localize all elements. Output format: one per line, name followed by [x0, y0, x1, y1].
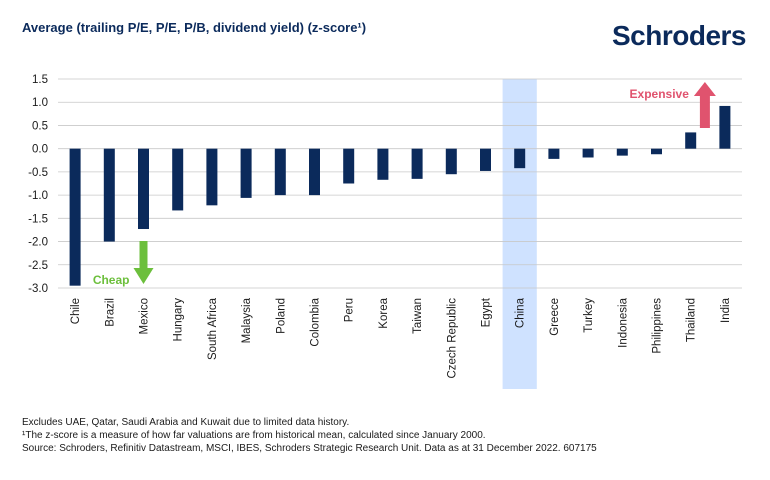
- bar: [377, 148, 389, 180]
- x-tick-label: Philippines: [652, 298, 664, 354]
- x-tick-label: Peru: [344, 298, 356, 322]
- schroders-logo: Schroders: [612, 20, 747, 51]
- bar: [103, 148, 115, 242]
- x-tick-label: Malaysia: [241, 297, 253, 343]
- bar: [548, 148, 560, 159]
- x-tick-label: Mexico: [139, 298, 151, 334]
- bar: [480, 148, 491, 171]
- footnote-zscore: ¹The z-score is a measure of how far val…: [22, 430, 486, 441]
- bar-chart: 1.5 1.0 0.5 0.0 -0.5 -1.0 -1.5 -2.0 -2.5 -3.0 Chil…: [28, 74, 742, 389]
- footnotes: Excludes UAE, Qatar, Saudi Arabia and Ku…: [22, 416, 597, 455]
- bar: [138, 148, 149, 230]
- bar: [206, 148, 218, 206]
- bar: [651, 148, 662, 155]
- bar: [343, 148, 355, 184]
- bar: [172, 148, 184, 211]
- x-tick-label: India: [720, 297, 732, 323]
- cheap-arrow: [133, 241, 154, 284]
- x-tick-label: Czech Republic: [446, 298, 458, 379]
- bar: [582, 148, 594, 158]
- y-tick-label: -2.5: [28, 260, 48, 272]
- x-tick-label: Hungary: [173, 298, 185, 342]
- expensive-arrow: [693, 82, 716, 128]
- y-tick-label: 0.5: [32, 120, 48, 132]
- highlight-band: [502, 79, 537, 389]
- x-tick-label: China: [515, 297, 527, 328]
- bar: [445, 148, 457, 175]
- y-tick-label: -3.0: [28, 283, 48, 295]
- y-tick-label: -2.0: [28, 237, 48, 249]
- bar: [685, 132, 697, 149]
- bar: [616, 148, 628, 156]
- bar: [309, 148, 320, 196]
- x-tick-label: Taiwan: [412, 298, 424, 334]
- y-tick-label: -1.5: [28, 213, 48, 225]
- y-tick-label: -1.0: [28, 190, 48, 202]
- y-tick-label: -0.5: [28, 167, 48, 179]
- footnote-exclusions: Excludes UAE, Qatar, Saudi Arabia and Ku…: [22, 417, 350, 428]
- x-tick-label: Greece: [549, 298, 561, 336]
- y-tick-label: 1.5: [32, 74, 48, 86]
- cheap-label: Cheap: [93, 273, 130, 287]
- y-tick-label: 0.0: [32, 144, 48, 156]
- bar: [69, 148, 81, 286]
- x-tick-label: Brazil: [104, 298, 116, 327]
- x-tick-label: Egypt: [481, 297, 493, 327]
- x-tick-label: Turkey: [583, 298, 595, 333]
- bar: [719, 105, 731, 149]
- x-tick-label: Thailand: [686, 298, 698, 342]
- bar: [274, 148, 286, 196]
- x-tick-label: Indonesia: [617, 297, 629, 347]
- x-tick-label: South Africa: [207, 297, 219, 360]
- x-tick-label: Chile: [70, 298, 82, 324]
- y-tick-label: 1.0: [32, 97, 48, 109]
- bar: [411, 148, 423, 179]
- bar: [240, 148, 252, 198]
- x-tick-label: Colombia: [310, 297, 322, 346]
- x-tick-label: Korea: [378, 297, 390, 328]
- footnote-source: Source: Schroders, Refinitiv Datastream,…: [22, 443, 597, 454]
- chart-title: Average (trailing P/E, P/E, P/B, dividen…: [22, 20, 367, 35]
- bar: [514, 148, 526, 169]
- expensive-label: Expensive: [630, 87, 690, 101]
- x-tick-label: Poland: [275, 298, 287, 334]
